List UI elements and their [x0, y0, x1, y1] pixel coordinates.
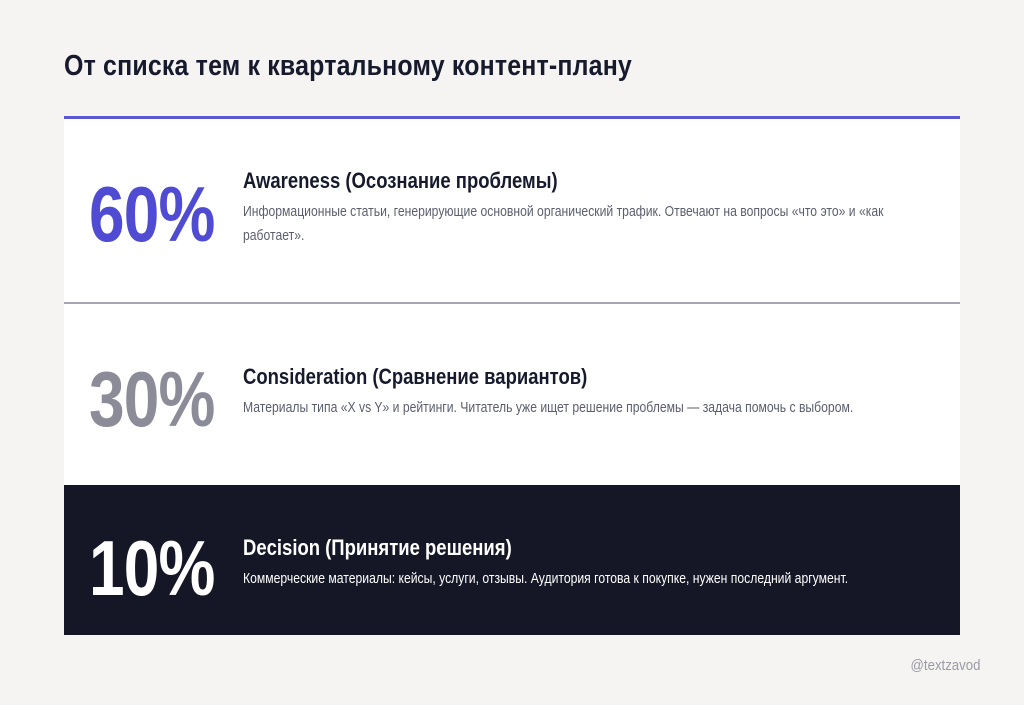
stage-consideration: 30% Consideration (Сравнение вариантов) … [64, 302, 960, 485]
stage-description: Материалы типа «X vs Y» и рейтинги. Чита… [243, 400, 854, 417]
stage-percent: 10% [89, 524, 215, 612]
stage-awareness: 60% Awareness (Осознание проблемы) Инфор… [64, 116, 960, 302]
stage-heading: Consideration (Сравнение вариантов) [243, 364, 588, 389]
stage-percent: 30% [89, 355, 215, 443]
stage-percent: 60% [89, 170, 215, 258]
stage-heading: Decision (Принятие решения) [243, 535, 512, 560]
stage-text: Decision (Принятие решения) Коммерческие… [243, 535, 933, 591]
author-handle: @textzavod [910, 657, 980, 674]
stage-description: Информационные статьи, генерирующие осно… [243, 204, 884, 245]
stage-text: Awareness (Осознание проблемы) Информаци… [243, 168, 933, 248]
stage-description: Коммерческие материалы: кейсы, услуги, о… [243, 571, 849, 588]
stage-text: Consideration (Сравнение вариантов) Мате… [243, 364, 933, 420]
stage-decision: 10% Decision (Принятие решения) Коммерче… [64, 485, 960, 635]
stage-heading: Awareness (Осознание проблемы) [243, 168, 558, 193]
page-title: От списка тем к квартальному контент-пла… [64, 50, 632, 82]
